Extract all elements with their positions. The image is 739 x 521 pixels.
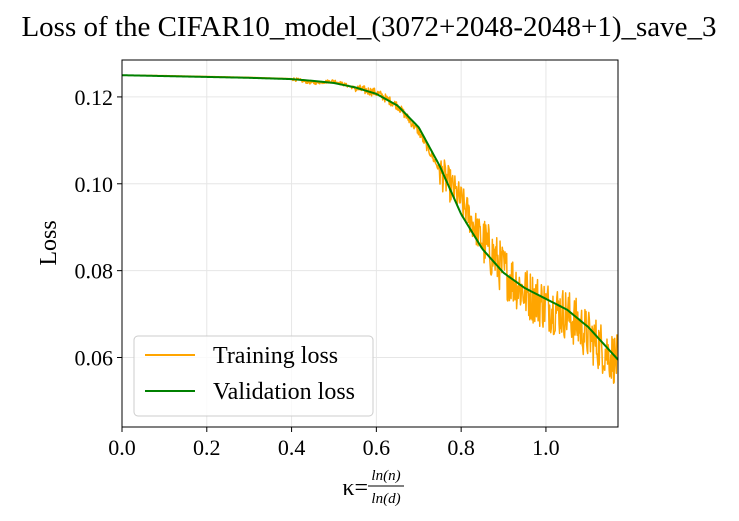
series-line-validation-loss	[122, 74, 618, 361]
x-tick-label: 0.4	[278, 435, 306, 460]
x-axis-label: κ= ln(n) ln(d)	[342, 468, 404, 507]
series-layer	[122, 74, 618, 384]
y-tick-label: 0.06	[75, 346, 114, 371]
legend: Training loss Validation loss	[133, 335, 374, 417]
x-axis-ticks: 0.0 0.2 0.4 0.6 0.8 1.0	[108, 427, 560, 460]
x-tick-label: 1.0	[532, 435, 560, 460]
legend-label-validation: Validation loss	[213, 379, 355, 405]
x-axis-label-prefix: κ=	[342, 475, 368, 501]
y-axis-ticks: 0.06 0.08 0.10 0.12	[75, 85, 122, 371]
plot-frame	[121, 59, 619, 428]
legend-label-training: Training loss	[213, 343, 338, 369]
x-axis-label-numerator: ln(n)	[371, 468, 400, 484]
x-tick-label: 0.0	[108, 435, 136, 460]
x-tick-label: 0.2	[193, 435, 221, 460]
y-tick-label: 0.08	[75, 259, 114, 284]
x-tick-label: 0.6	[363, 435, 391, 460]
chart-title: Loss of the CIFAR10_model_(3072+2048-204…	[21, 11, 716, 43]
y-tick-label: 0.10	[75, 172, 114, 197]
x-axis-label-denominator: ln(d)	[371, 491, 400, 507]
y-axis-label: Loss	[36, 220, 62, 265]
x-tick-label: 0.8	[447, 435, 475, 460]
y-tick-label: 0.12	[75, 85, 114, 110]
